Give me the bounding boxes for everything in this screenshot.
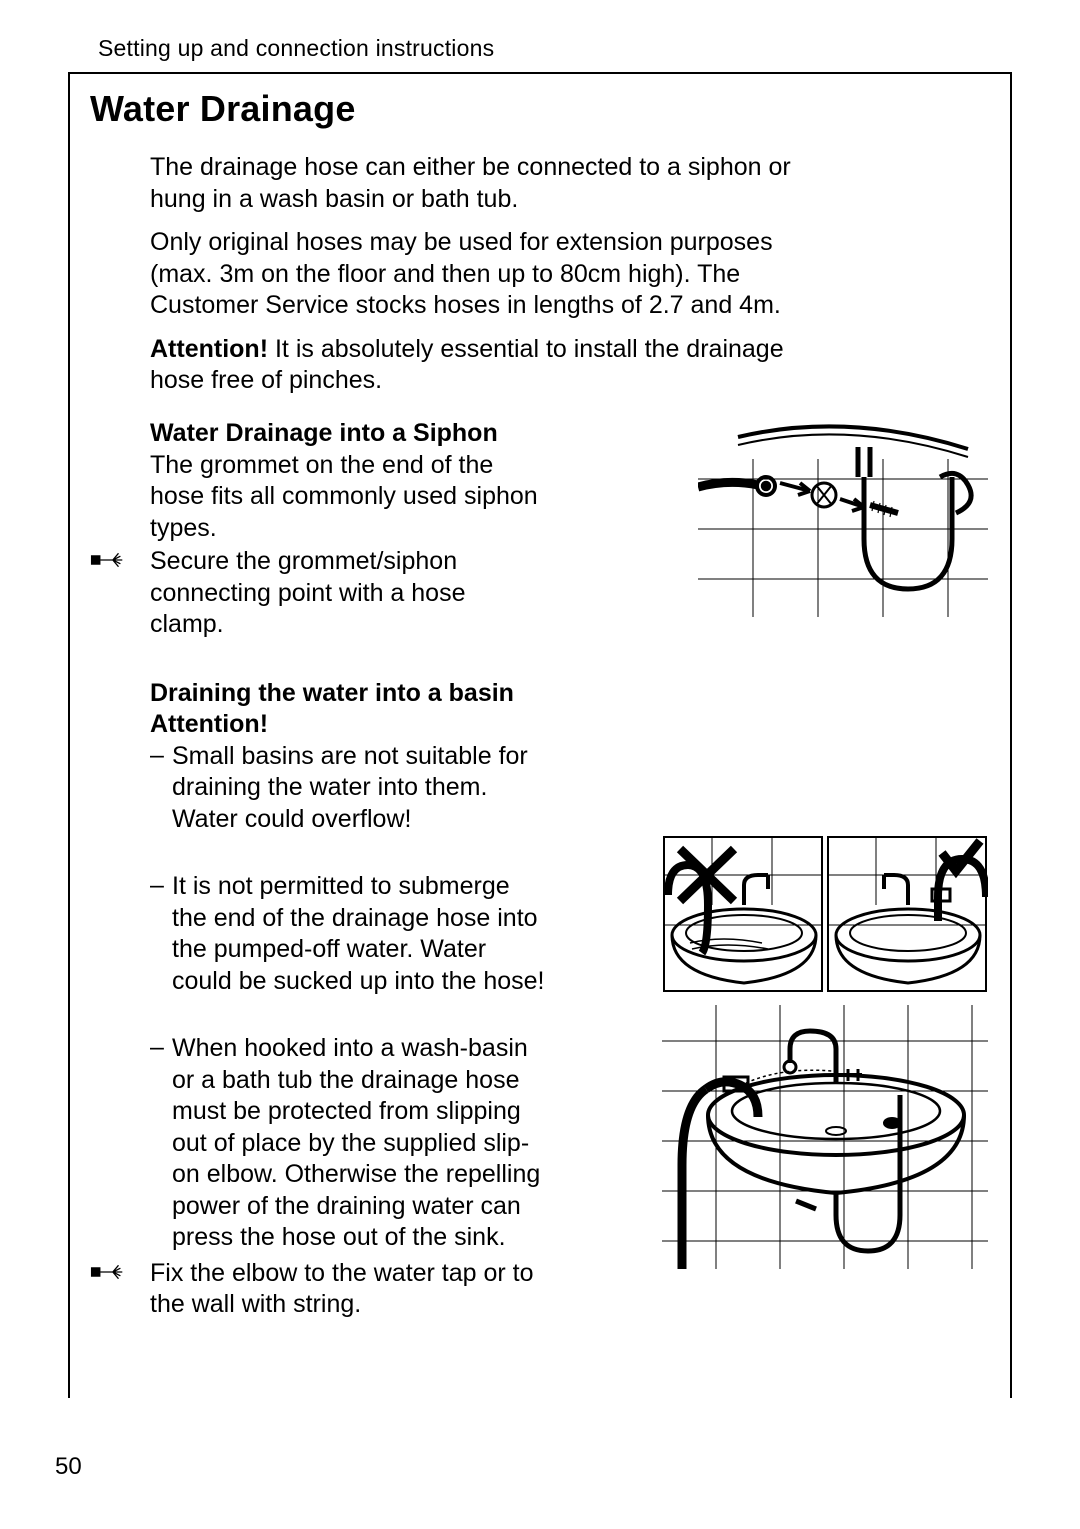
attention-label: Attention!	[150, 335, 268, 363]
siphon-line-2: Secure the grommet/siphon connecting poi…	[150, 546, 545, 641]
figure-siphon-diagram	[698, 419, 988, 617]
running-header: Setting up and connection instructions	[98, 35, 494, 62]
bullet-dash-icon: –	[150, 1033, 172, 1254]
content-area: Water Drainage The drainage hose can eit…	[90, 88, 988, 1321]
page-number: 50	[55, 1453, 82, 1481]
pointer-hand-icon	[90, 1262, 134, 1287]
pointer-hand-icon	[90, 550, 134, 575]
basin-bullet-1-text: Small basins are not suitable for draini…	[172, 741, 550, 836]
intro-paragraph-2: Only original hoses may be used for exte…	[150, 227, 838, 322]
siphon-line-1: The grommet on the end of the hose fits …	[150, 450, 545, 545]
figure-basin-wrong-right	[662, 835, 988, 993]
basin-bullet-2-text: It is not permitted to submerge the end …	[172, 871, 550, 997]
bullet-dash-icon: –	[150, 741, 172, 836]
figure-wash-basin	[662, 1005, 988, 1269]
basin-tip: Fix the elbow to the water tap or to the…	[150, 1258, 550, 1321]
basin-bullet-3: – When hooked into a wash-basin or a bat…	[150, 1033, 550, 1254]
bullet-dash-icon: –	[150, 871, 172, 997]
siphon-heading: Water Drainage into a Siphon	[150, 419, 545, 448]
siphon-section: Water Drainage into a Siphon The grommet…	[90, 419, 988, 641]
basin-attention: Attention!	[150, 710, 550, 739]
attention-paragraph: Attention! It is absolutely essential to…	[150, 334, 838, 397]
basin-section: Draining the water into a basin Attentio…	[90, 679, 988, 1321]
basin-bullet-2: – It is not permitted to submerge the en…	[150, 871, 550, 997]
intro-paragraph-1: The drainage hose can either be connecte…	[150, 152, 838, 215]
basin-heading: Draining the water into a basin	[150, 679, 550, 708]
section-title: Water Drainage	[90, 88, 988, 130]
basin-bullet-3-text: When hooked into a wash-basin or a bath …	[172, 1033, 550, 1254]
basin-bullet-1: – Small basins are not suitable for drai…	[150, 741, 550, 836]
